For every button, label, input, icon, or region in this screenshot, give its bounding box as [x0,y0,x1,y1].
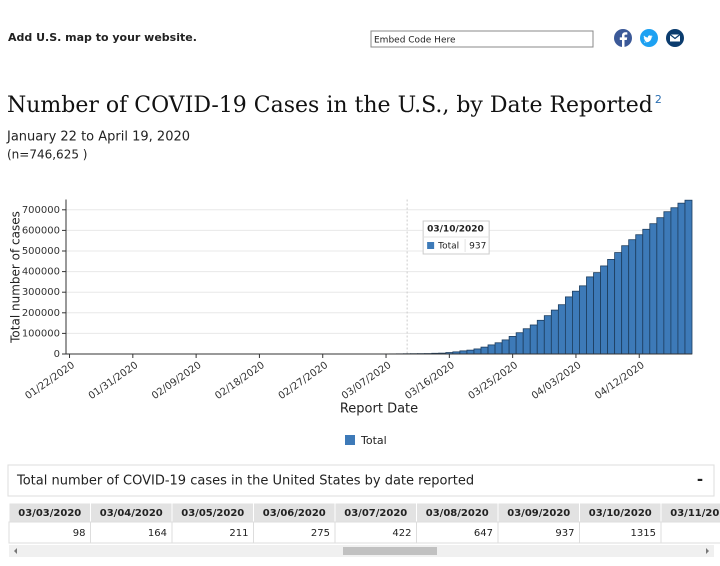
table-header: 03/08/2020 [426,508,489,519]
legend-swatch [345,435,355,445]
table-cell [661,522,720,543]
legend-label: Total [360,434,387,447]
bar [664,212,671,354]
bar [586,277,593,354]
bar [601,266,608,354]
bar [467,350,474,354]
bar [551,310,558,354]
x-tick-label: 03/07/2020 [340,360,394,402]
bar [537,320,544,354]
table-header: 03/05/2020 [181,508,244,519]
bar [495,343,502,354]
table-header: 03/10/2020 [589,508,652,519]
bar [565,297,572,354]
y-tick-label: 400000 [22,267,60,278]
table-value: 422 [392,528,411,539]
bar [516,333,523,354]
y-tick-label: 600000 [22,225,60,236]
x-tick-label: 03/25/2020 [467,360,521,402]
embed-prompt: Add U.S. map to your website. [8,31,197,44]
bar [523,329,530,354]
bar [594,273,601,354]
table-title: Total number of COVID-19 cases in the Un… [16,474,474,489]
y-axis-label: Total number of cases [9,211,23,344]
table-value: 647 [474,528,493,539]
bar [488,345,495,354]
table-value: 937 [555,528,574,539]
chart-title: Number of COVID-19 Cases in the U.S., by… [7,93,653,118]
table-header: 03/04/2020 [100,508,163,519]
x-axis-label: Report Date [340,402,418,417]
bar [530,325,537,354]
table-header: 03/06/2020 [263,508,326,519]
embed-placeholder: Embed Code Here [374,36,456,46]
bar [579,286,586,354]
bar [671,208,678,354]
table-header: 03/07/2020 [344,508,407,519]
title-footnote[interactable]: 2 [655,93,662,106]
table-value: 164 [148,528,167,539]
bar [544,316,551,354]
bar [558,305,565,354]
table-value: 275 [311,528,330,539]
bar [608,259,615,354]
table-value: 1315 [631,528,656,539]
twitter-icon[interactable] [640,29,658,47]
bar [502,340,509,354]
bar [622,246,629,354]
bar [629,240,636,354]
y-tick-label: 500000 [22,246,60,257]
facebook-icon[interactable] [614,29,632,47]
bar [615,253,622,354]
table-header: 03/11/2020 [670,508,720,519]
table-value: 98 [73,528,86,539]
scroll-thumb[interactable] [343,547,437,555]
tooltip-date: 03/10/2020 [427,225,484,235]
x-tick-label: 01/31/2020 [87,360,141,402]
table-header: 03/03/2020 [18,508,81,519]
table-value: 211 [229,528,248,539]
bar [474,349,481,354]
bar [657,218,664,354]
bar [685,200,692,354]
x-tick-label: 03/16/2020 [403,360,457,402]
y-tick-label: 0 [54,349,60,360]
y-tick-label: 300000 [22,287,60,298]
x-tick-label: 01/22/2020 [23,360,77,402]
bar [678,203,685,354]
y-tick-label: 100000 [22,328,60,339]
email-icon[interactable] [666,29,684,47]
collapse-toggle[interactable]: - [697,471,703,489]
tooltip-value: 937 [469,242,486,252]
x-tick-label: 02/09/2020 [150,360,204,402]
x-tick-label: 04/03/2020 [530,360,584,402]
tooltip-swatch [427,242,434,249]
bar [650,224,657,354]
y-tick-label: 700000 [22,205,60,216]
x-tick-label: 02/27/2020 [277,360,331,402]
table-header: 03/09/2020 [507,508,570,519]
tooltip-series: Total [437,242,459,252]
chart-note: (n=746,625 ) [7,148,87,162]
bar [636,235,643,354]
bar [509,336,516,354]
x-tick-label: 04/12/2020 [593,360,647,402]
y-tick-label: 200000 [22,308,60,319]
bar [572,291,579,354]
bar [481,347,488,354]
chart-subtitle: January 22 to April 19, 2020 [6,130,190,145]
tooltip: 03/10/2020 Total 937 [423,221,489,254]
x-tick-label: 02/18/2020 [213,360,267,402]
bar [643,229,650,354]
